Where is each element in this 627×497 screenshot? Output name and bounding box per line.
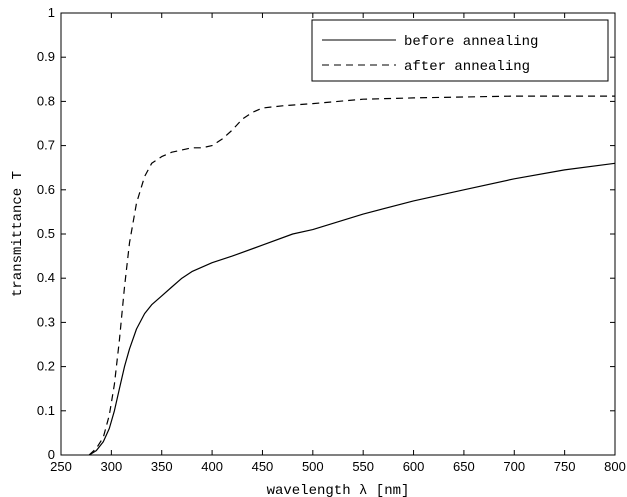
y-tick-label: 0.3 <box>37 314 55 329</box>
x-tick-label: 700 <box>503 459 525 474</box>
x-tick-label: 500 <box>302 459 324 474</box>
legend-label-after: after annealing <box>404 59 530 75</box>
legend: before annealing after annealing <box>311 19 609 82</box>
y-tick-label: 0.9 <box>37 49 55 64</box>
y-axis-label: transmittance T <box>10 171 26 297</box>
y-tick-label: 0.5 <box>37 226 55 241</box>
y-tick-label: 0.8 <box>37 93 55 108</box>
y-tick-label: 0.2 <box>37 359 55 374</box>
y-tick-label: 0.6 <box>37 182 55 197</box>
y-tick-label: 0.4 <box>37 270 55 285</box>
plot-frame <box>60 12 616 456</box>
series-group <box>88 95 615 455</box>
y-tick-label: 0.1 <box>37 403 55 418</box>
series-before-annealing-line <box>88 162 615 455</box>
y-tick-label: 1 <box>48 5 55 20</box>
axis-tick-labels: 250 300 350 400 450 500 550 600 650 700 750 800 0 0.1… <box>37 5 626 474</box>
legend-box <box>311 19 609 82</box>
series-after-annealing-line <box>88 95 615 455</box>
x-tick-label: 250 <box>50 459 72 474</box>
x-tick-label: 750 <box>554 459 576 474</box>
x-axis-label: wavelength λ [nm] <box>267 483 410 497</box>
x-tick-label: 600 <box>403 459 425 474</box>
legend-label-before: before annealing <box>404 34 538 50</box>
y-tick-label: 0 <box>48 447 55 462</box>
axis-ticks <box>60 12 616 456</box>
y-tick-label: 0.7 <box>37 138 55 153</box>
x-tick-label: 450 <box>252 459 274 474</box>
x-tick-label: 400 <box>201 459 223 474</box>
x-tick-label: 300 <box>101 459 123 474</box>
x-tick-label: 800 <box>604 459 626 474</box>
x-tick-label: 550 <box>352 459 374 474</box>
x-tick-label: 350 <box>151 459 173 474</box>
x-tick-label: 650 <box>453 459 475 474</box>
